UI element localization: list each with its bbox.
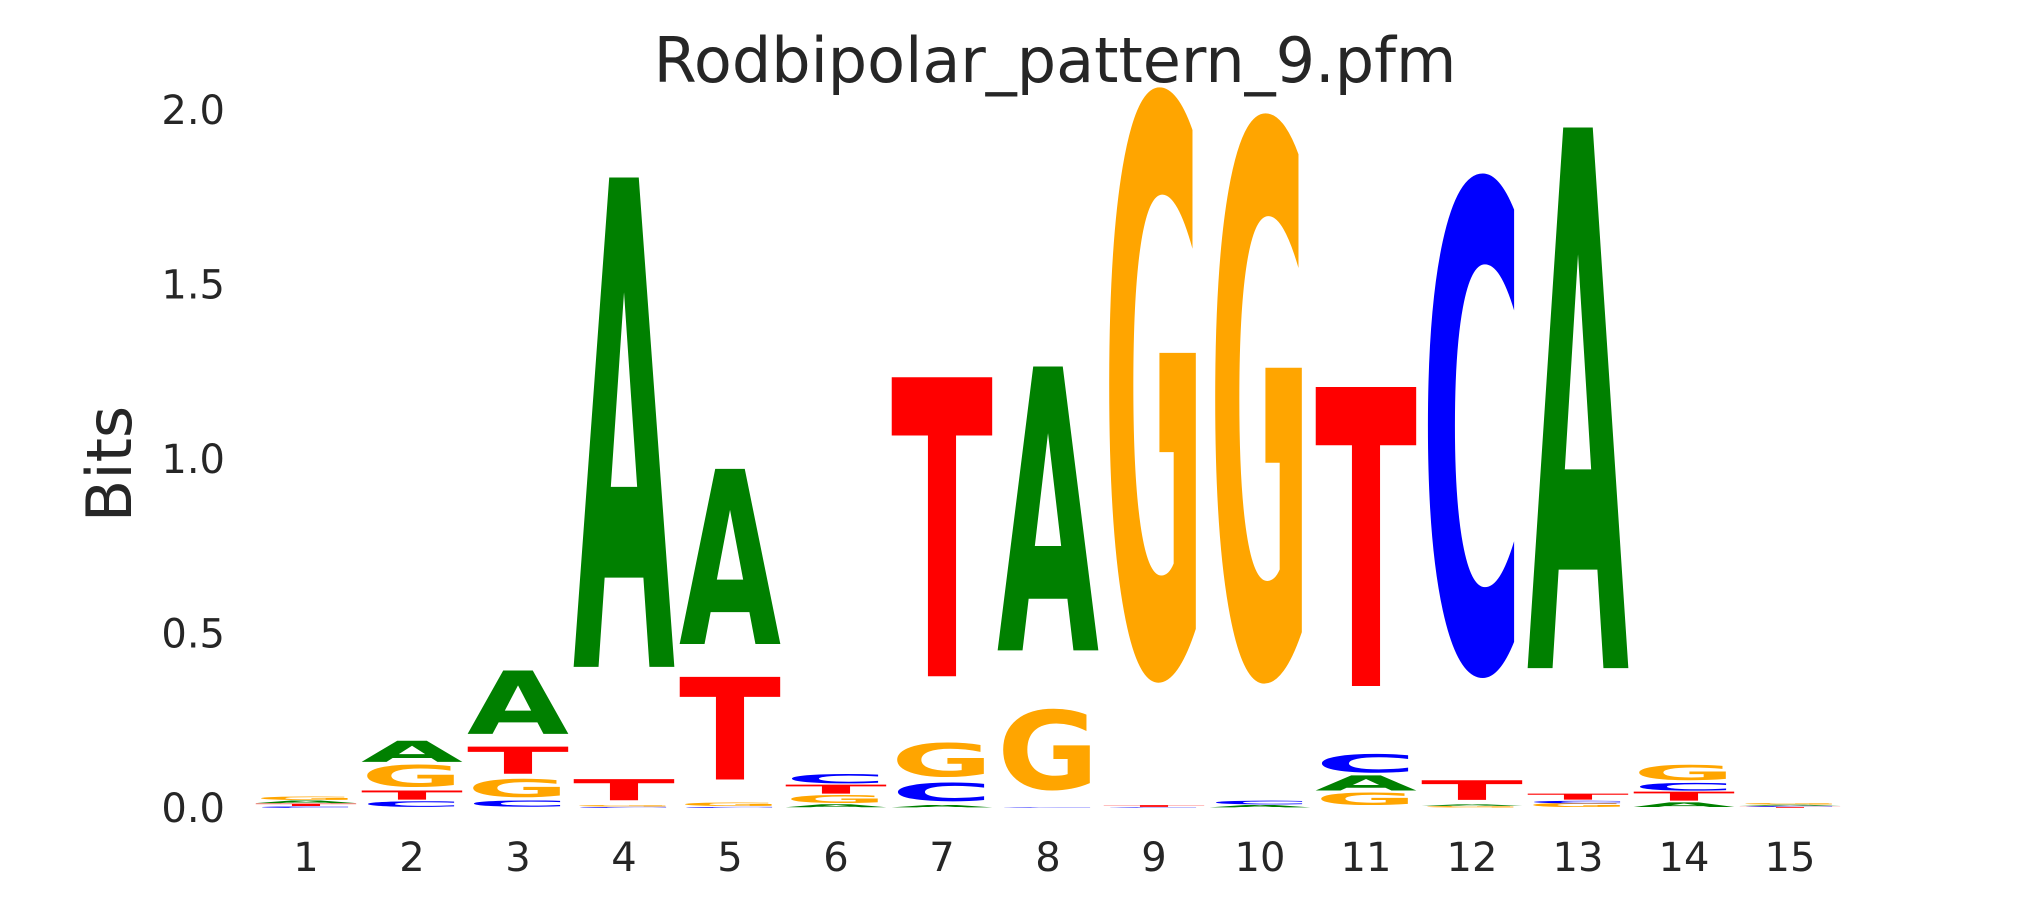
logo-letter-a: A (1527, 0, 1630, 844)
logo-letter-g: G (785, 793, 887, 805)
logo-letter-t: T (1315, 305, 1418, 783)
logo-letter-a: A (1315, 771, 1417, 795)
logo-letter-a: A (1421, 804, 1523, 806)
logo-letter-g: G (1315, 790, 1417, 809)
logo-letter-t: T (1421, 775, 1523, 806)
y-tick-label: 1.5 (161, 263, 225, 309)
x-tick-label: 13 (1553, 835, 1604, 881)
logo-letter-c: C (1103, 807, 1205, 808)
logo-letter-a: A (785, 803, 887, 808)
x-tick-label: 4 (611, 835, 636, 881)
logo-letter-g: G (1209, 0, 1311, 852)
logo-letter-t: T (573, 774, 675, 808)
x-tick-label: 1 (293, 835, 318, 881)
logo-letter-g: G (1421, 806, 1523, 808)
logo-letter-g: G (1527, 803, 1629, 809)
logo-letter-c: C (573, 807, 675, 808)
y-tick-label: 1.0 (161, 437, 225, 483)
logo-letter-g: G (1633, 761, 1735, 785)
x-tick-label: 3 (505, 835, 530, 881)
x-tick-label: 12 (1447, 835, 1498, 881)
logo-letter-c: C (467, 799, 569, 809)
logo-letter-g: G (679, 802, 781, 807)
logo-letter-t: T (255, 803, 357, 807)
x-tick-label: 9 (1141, 835, 1166, 881)
x-tick-label: 11 (1341, 835, 1392, 881)
logo-letter-c: C (255, 806, 357, 808)
logo-letter-c: C (361, 800, 463, 809)
y-axis-label: Bits (73, 406, 146, 522)
logo-letter-c: C (679, 807, 781, 808)
logo-letter-a: A (1209, 804, 1311, 808)
logo-letter-g: G (255, 796, 357, 801)
x-tick-label: 14 (1659, 835, 1710, 881)
logo-letter-t: T (785, 782, 887, 796)
logo-letter-t: T (361, 788, 463, 802)
logo-letter-t: T (1527, 792, 1629, 802)
logo-letter-c: C (1209, 800, 1311, 806)
logo-letter-a: A (1739, 805, 1841, 806)
logo-letter-c: C (1315, 749, 1417, 778)
x-tick-label: 5 (717, 835, 742, 881)
logo-letter-c: C (997, 807, 1099, 808)
logo-letter-a: A (361, 735, 463, 769)
logo-letter-a: A (891, 804, 993, 808)
logo-letter-t: T (679, 650, 781, 814)
logo-letter-a: A (255, 800, 357, 804)
logo-letter-g: G (361, 760, 463, 794)
logo-letter-t: T (467, 739, 569, 782)
x-tick-label: 8 (1035, 835, 1060, 881)
logo-letter-a: A (997, 289, 1100, 743)
y-axis-ticks: 0.0 0.5 1.0 1.5 2.0 (161, 88, 225, 832)
x-tick-label: 6 (823, 835, 848, 881)
x-tick-label: 7 (929, 835, 954, 881)
logo-letter-c: C (1739, 806, 1841, 807)
logo-letter-t: T (1739, 807, 1841, 808)
logo-letter-g: G (573, 805, 675, 807)
x-tick-label: 10 (1235, 835, 1286, 881)
y-tick-label: 2.0 (161, 88, 225, 134)
logo-letter-c: C (891, 778, 993, 807)
logo-letter-a: A (467, 654, 569, 755)
x-tick-label: 2 (399, 835, 424, 881)
logo-letter-g: G (891, 735, 993, 788)
logo-letter-g: G (1739, 803, 1841, 804)
logo-letter-t: T (891, 295, 994, 773)
x-axis-ticks: 1 2 3 4 5 6 7 8 9 10 11 12 13 14 15 (293, 835, 1815, 881)
x-tick-label: 15 (1765, 835, 1816, 881)
logo-letter-t: T (1633, 789, 1735, 803)
logo-letter-g: G (467, 774, 569, 803)
logo-letter-g: G (1103, 0, 1205, 857)
y-tick-label: 0.0 (161, 786, 225, 832)
logo-letter-t: T (1103, 805, 1205, 808)
y-tick-label: 0.5 (161, 612, 225, 658)
logo-letter-c: C (1421, 50, 1523, 827)
logo-letter-c: C (1633, 781, 1735, 793)
logo-letter-g: G (997, 690, 1099, 815)
logo-letter-a: A (679, 421, 781, 701)
logo-letter-c: C (1527, 800, 1629, 804)
logo-letter-a: A (573, 45, 676, 826)
chart-title: Rodbipolar_pattern_9.pfm (654, 24, 1457, 97)
logo-letter-a: A (1633, 801, 1735, 808)
logo-letter-c: C (785, 772, 887, 786)
